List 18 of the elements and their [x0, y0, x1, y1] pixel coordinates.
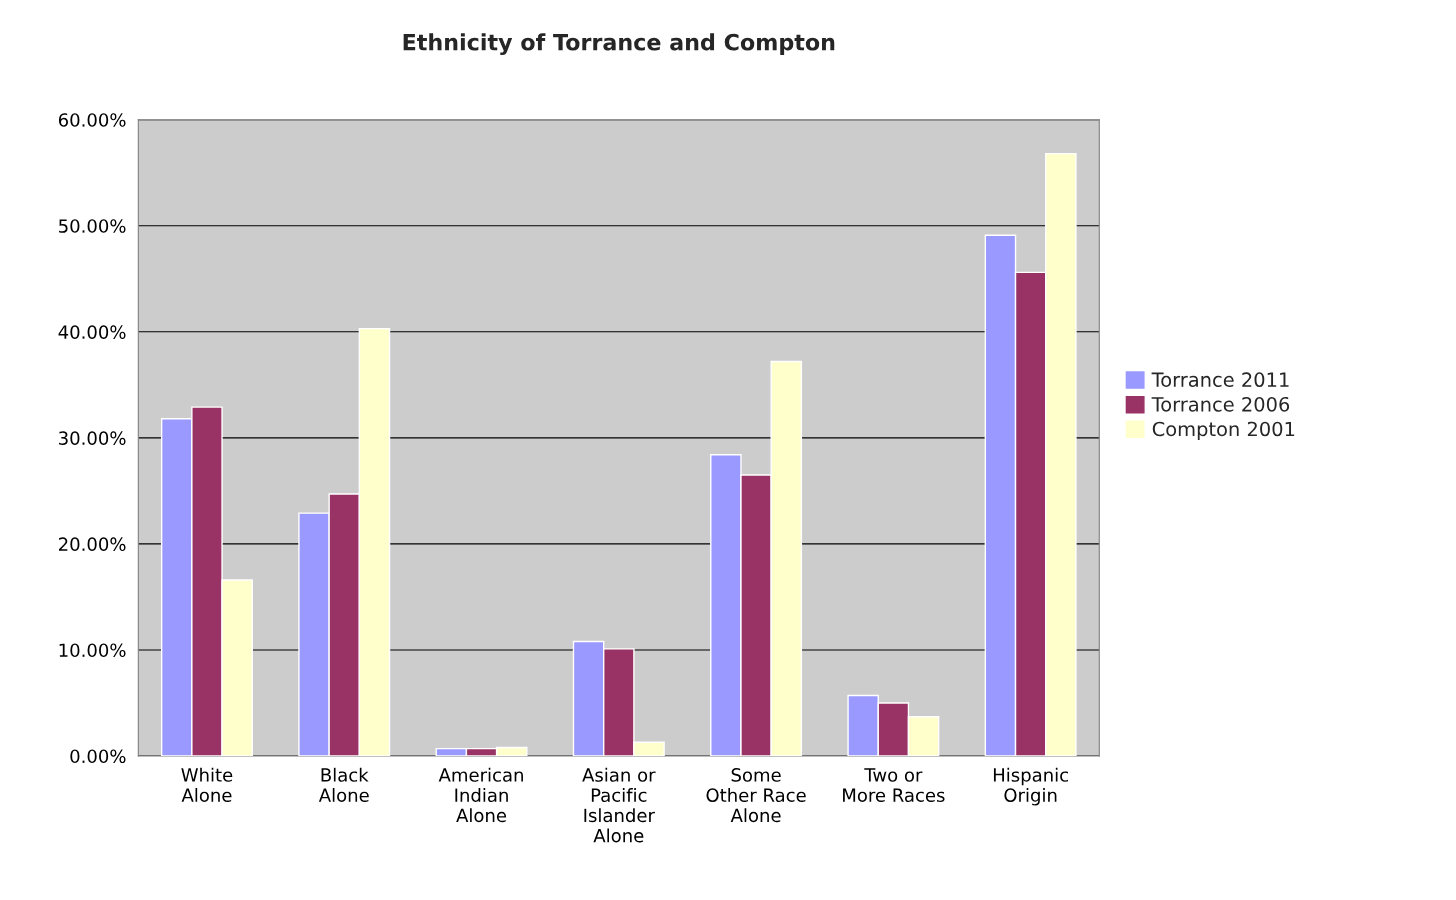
x-tick-label: Asian or Pacific Islander Alone	[582, 767, 656, 843]
legend-label: Compton 2001	[1152, 421, 1295, 441]
x-tick-label: American Indian Alone	[438, 767, 523, 823]
x-tick-label: White Alone	[181, 767, 233, 802]
y-tick-label: 20.00%	[58, 537, 126, 552]
y-tick-label: 30.00%	[59, 431, 126, 445]
x-tick-label: Hispanic Origin	[993, 767, 1068, 806]
x-tick-label: Black Alone	[318, 767, 369, 802]
x-tick-label: Two or More Races	[843, 768, 945, 802]
chart-title: Ethnicity of Torrance and Compton	[403, 33, 835, 56]
x-tick-label: Some Other Race Alone	[706, 768, 806, 823]
y-tick-label: 50.00%	[59, 219, 126, 233]
y-tick-label: 40.00%	[58, 325, 126, 339]
legend-label: Torrance 2006	[1151, 396, 1290, 412]
y-tick-label: 60.00%	[58, 113, 126, 127]
y-tick-label: 0.00%	[70, 749, 126, 764]
y-tick-label: 10.00%	[59, 643, 126, 658]
legend-label: Torrance 2011	[1151, 372, 1289, 388]
